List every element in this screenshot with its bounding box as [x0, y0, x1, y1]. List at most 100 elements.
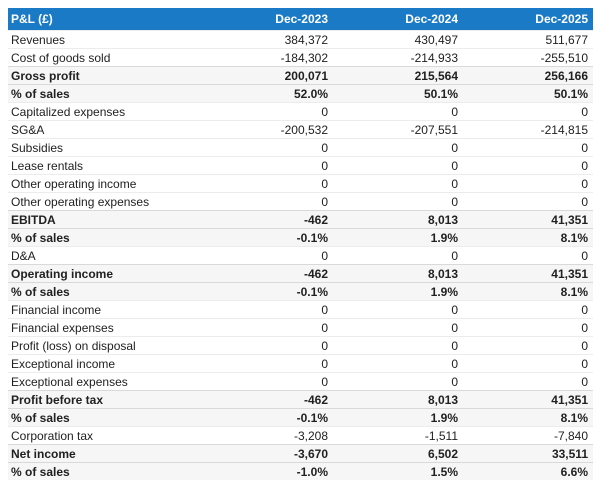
row-label: D&A	[8, 246, 203, 265]
row-value: 0	[463, 192, 593, 211]
row-value: -3,670	[203, 444, 333, 463]
table-row: Corporation tax -3,208 -1,511 -7,840	[8, 426, 593, 445]
table-row: Profit before tax -462 8,013 41,351	[8, 390, 593, 409]
row-value: 50.1%	[333, 84, 463, 103]
row-value: 52.0%	[203, 84, 333, 103]
row-value: -214,933	[333, 48, 463, 67]
row-value: -0.1%	[203, 228, 333, 247]
row-value: 0	[463, 174, 593, 193]
row-value: 0	[333, 174, 463, 193]
row-value: 0	[333, 300, 463, 319]
row-value: -0.1%	[203, 282, 333, 301]
row-value: 0	[463, 372, 593, 391]
table-title: P&L (£)	[8, 8, 203, 31]
row-value: 0	[333, 246, 463, 265]
row-value: -255,510	[463, 48, 593, 67]
row-label: % of sales	[8, 408, 203, 427]
row-value: 1.9%	[333, 228, 463, 247]
table-row: % of sales -0.1% 1.9% 8.1%	[8, 408, 593, 427]
row-value: 8.1%	[463, 408, 593, 427]
row-label: Financial expenses	[8, 318, 203, 337]
row-label: Subsidies	[8, 138, 203, 157]
table-row: Other operating expenses 0 0 0	[8, 192, 593, 211]
row-label: % of sales	[8, 282, 203, 301]
row-value: -462	[203, 210, 333, 229]
col-header-dec-2023: Dec-2023	[203, 8, 333, 31]
row-value: 0	[203, 102, 333, 121]
row-value: -7,840	[463, 426, 593, 445]
table-row: Capitalized expenses 0 0 0	[8, 102, 593, 121]
table-row: EBITDA -462 8,013 41,351	[8, 210, 593, 229]
row-value: 0	[463, 336, 593, 355]
table-row: % of sales -0.1% 1.9% 8.1%	[8, 282, 593, 301]
table-row: Exceptional income 0 0 0	[8, 354, 593, 373]
row-value: 0	[203, 138, 333, 157]
row-value: 0	[463, 102, 593, 121]
table-row: Financial expenses 0 0 0	[8, 318, 593, 337]
row-label: Operating income	[8, 264, 203, 283]
row-label: SG&A	[8, 120, 203, 139]
table-row: % of sales -0.1% 1.9% 8.1%	[8, 228, 593, 247]
pnl-table: P&L (£) Dec-2023 Dec-2024 Dec-2025 Reven…	[8, 8, 593, 480]
row-value: -200,532	[203, 120, 333, 139]
table-row: Profit (loss) on disposal 0 0 0	[8, 336, 593, 355]
row-value: 384,372	[203, 30, 333, 49]
table-row: Financial income 0 0 0	[8, 300, 593, 319]
row-label: EBITDA	[8, 210, 203, 229]
pnl-table-body: Revenues 384,372 430,497 511,677 Cost of goo…	[8, 30, 593, 480]
row-label: Profit (loss) on disposal	[8, 336, 203, 355]
row-value: 6,502	[333, 444, 463, 463]
row-value: 215,564	[333, 66, 463, 85]
row-value: 0	[463, 354, 593, 373]
row-value: -462	[203, 264, 333, 283]
row-value: 0	[203, 318, 333, 337]
row-value: 0	[463, 246, 593, 265]
row-value: 50.1%	[463, 84, 593, 103]
row-value: 41,351	[463, 390, 593, 409]
row-label: Other operating income	[8, 174, 203, 193]
table-row: Revenues 384,372 430,497 511,677	[8, 30, 593, 49]
table-row: Other operating income 0 0 0	[8, 174, 593, 193]
row-label: Net income	[8, 444, 203, 463]
row-value: -462	[203, 390, 333, 409]
row-value: -0.1%	[203, 408, 333, 427]
row-value: -207,551	[333, 120, 463, 139]
row-value: 0	[333, 372, 463, 391]
row-value: 1.9%	[333, 282, 463, 301]
row-value: -1.0%	[203, 462, 333, 480]
row-value: 41,351	[463, 210, 593, 229]
row-value: 0	[203, 336, 333, 355]
row-label: Corporation tax	[8, 426, 203, 445]
table-row: Cost of goods sold -184,302 -214,933 -255,5…	[8, 48, 593, 67]
col-header-dec-2024: Dec-2024	[333, 8, 463, 31]
row-value: 8,013	[333, 390, 463, 409]
row-value: 0	[333, 336, 463, 355]
row-label: Lease rentals	[8, 156, 203, 175]
row-value: 0	[333, 318, 463, 337]
row-label: % of sales	[8, 84, 203, 103]
row-value: 1.5%	[333, 462, 463, 480]
row-value: 0	[333, 138, 463, 157]
row-value: 0	[203, 300, 333, 319]
row-value: 0	[333, 156, 463, 175]
row-label: Exceptional expenses	[8, 372, 203, 391]
row-value: 0	[203, 372, 333, 391]
row-value: 0	[463, 300, 593, 319]
row-value: 8,013	[333, 210, 463, 229]
row-value: 0	[333, 102, 463, 121]
row-value: 0	[203, 156, 333, 175]
row-value: 0	[203, 354, 333, 373]
table-row: Lease rentals 0 0 0	[8, 156, 593, 175]
row-label: Gross profit	[8, 66, 203, 85]
row-value: 8.1%	[463, 228, 593, 247]
table-row: Operating income -462 8,013 41,351	[8, 264, 593, 283]
row-label: Cost of goods sold	[8, 48, 203, 67]
row-value: 6.6%	[463, 462, 593, 480]
row-value: -214,815	[463, 120, 593, 139]
row-value: 0	[203, 246, 333, 265]
row-value: 256,166	[463, 66, 593, 85]
table-row: % of sales -1.0% 1.5% 6.6%	[8, 462, 593, 480]
row-label: Financial income	[8, 300, 203, 319]
row-value: -184,302	[203, 48, 333, 67]
